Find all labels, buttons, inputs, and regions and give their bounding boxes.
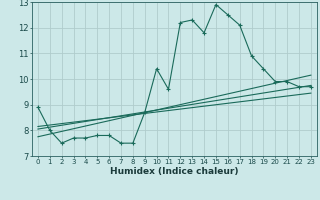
X-axis label: Humidex (Indice chaleur): Humidex (Indice chaleur) xyxy=(110,167,239,176)
